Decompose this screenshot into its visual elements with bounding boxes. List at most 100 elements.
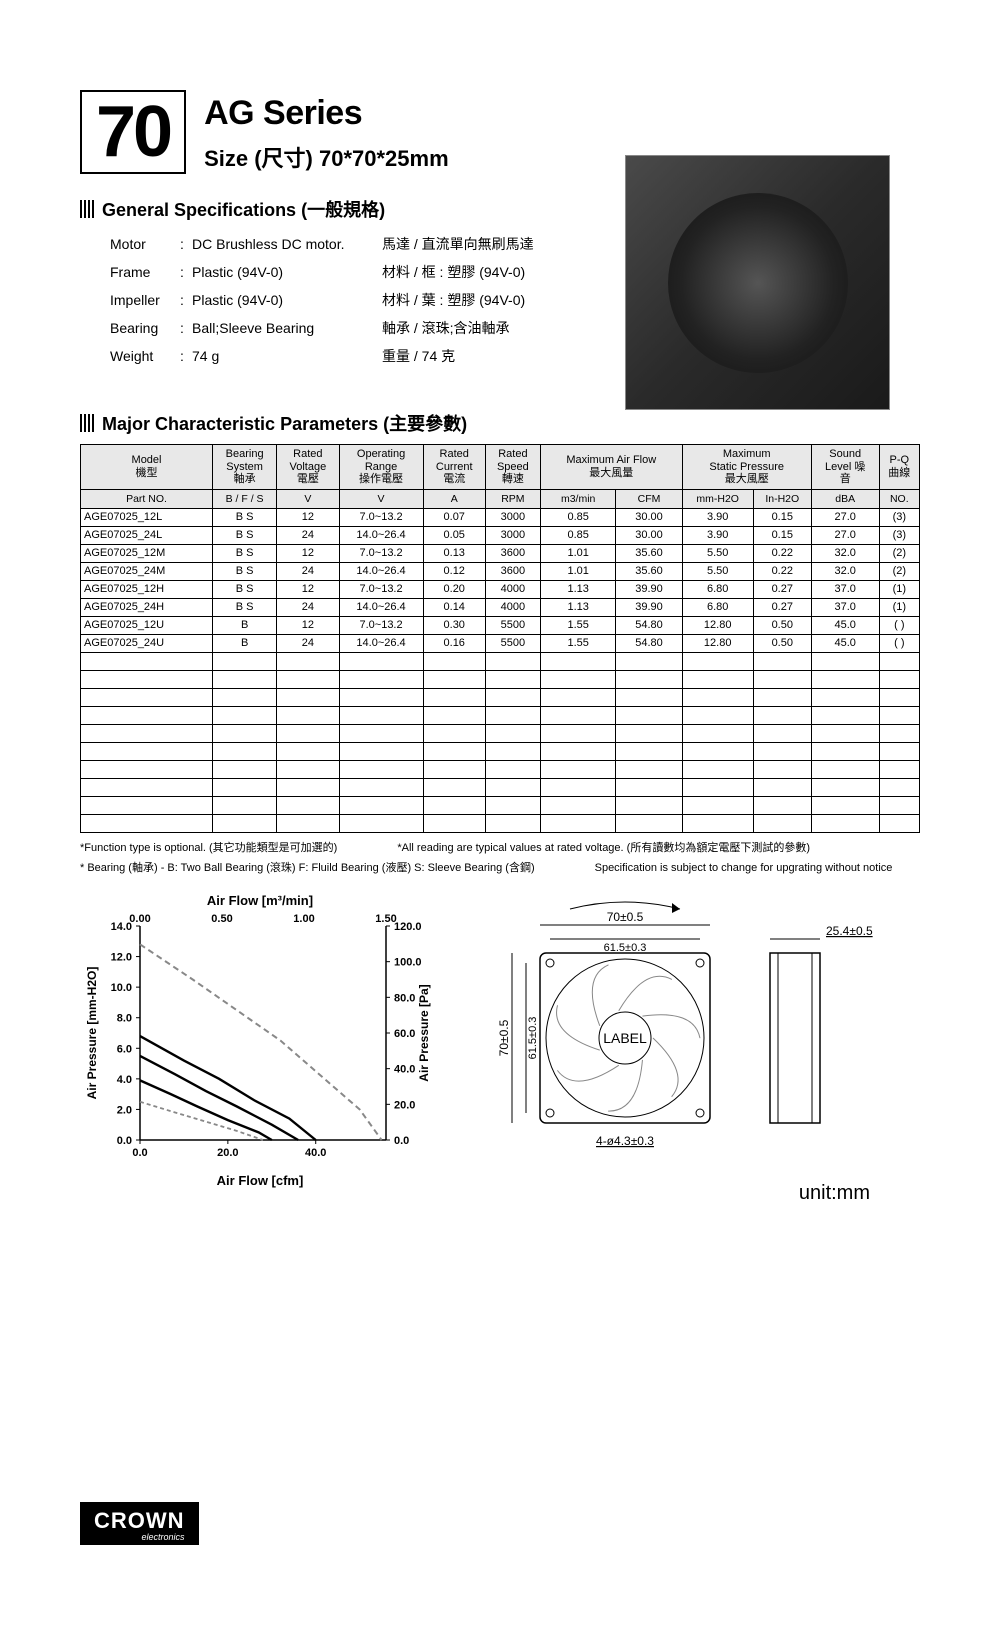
svg-text:1.50: 1.50	[375, 913, 396, 925]
unit-label: unit:mm	[470, 1182, 910, 1205]
col-header: MaximumStatic Pressure最大風壓	[682, 445, 811, 490]
svg-text:70±0.5: 70±0.5	[497, 1019, 511, 1056]
table-row: AGE07025_24MB S2414.0~26.40.1236001.0135…	[81, 562, 920, 580]
sub-header: NO.	[879, 489, 919, 508]
param-table: Model機型BearingSystem軸承RatedVoltage電壓Oper…	[80, 444, 920, 833]
svg-text:4-ø4.3±0.3: 4-ø4.3±0.3	[596, 1134, 654, 1148]
general-title-text: General Specifications (一般規格)	[102, 196, 385, 222]
series-title: AG Series	[204, 94, 449, 133]
table-row: AGE07025_12LB S127.0~13.20.0730000.8530.…	[81, 508, 920, 526]
table-row: AGE07025_24HB S2414.0~26.40.1440001.1339…	[81, 598, 920, 616]
svg-text:1.00: 1.00	[293, 913, 314, 925]
svg-text:61.5±0.3: 61.5±0.3	[527, 1016, 539, 1059]
svg-text:6.0: 6.0	[117, 1043, 132, 1055]
table-row-empty	[81, 670, 920, 688]
svg-text:Air Pressure [Pa]: Air Pressure [Pa]	[417, 984, 431, 1081]
footnote-2a: * Bearing (軸承) - B: Two Ball Bearing (滾珠…	[80, 859, 535, 879]
spec-cn: 馬達 / 直流單向無刷馬達	[382, 230, 602, 258]
table-row-empty	[81, 760, 920, 778]
svg-text:12.0: 12.0	[111, 951, 132, 963]
hatch-icon	[80, 200, 94, 218]
svg-text:20.0: 20.0	[394, 1099, 415, 1111]
spec-label: Weight	[110, 342, 180, 370]
svg-text:25.4±0.5: 25.4±0.5	[826, 924, 873, 938]
pq-chart: Air Flow [m³/min] 14.012.010.08.06.04.02…	[80, 893, 440, 1188]
col-header: RatedSpeed轉速	[485, 445, 540, 490]
spec-label: Frame	[110, 258, 180, 286]
svg-text:0.0: 0.0	[132, 1147, 147, 1159]
col-header: RatedVoltage電壓	[277, 445, 339, 490]
sub-header: RPM	[485, 489, 540, 508]
chart-title-bottom: Air Flow [cfm]	[80, 1173, 440, 1188]
svg-text:40.0: 40.0	[305, 1147, 326, 1159]
svg-text:70±0.5: 70±0.5	[607, 910, 644, 924]
spec-label: Motor	[110, 230, 180, 258]
col-header: SoundLevel 噪音	[811, 445, 879, 490]
svg-text:LABEL: LABEL	[603, 1030, 647, 1046]
spec-cn: 材料 / 葉 : 塑膠 (94V-0)	[382, 286, 602, 314]
param-title-text: Major Characteristic Parameters (主要參數)	[102, 410, 467, 436]
bottom-row: Air Flow [m³/min] 14.012.010.08.06.04.02…	[80, 893, 920, 1205]
footnote-1b: *All reading are typical values at rated…	[397, 839, 810, 859]
spec-cn: 重量 / 74 克	[382, 342, 602, 370]
svg-text:0.0: 0.0	[117, 1135, 132, 1147]
svg-text:60.0: 60.0	[394, 1028, 415, 1040]
col-header: Maximum Air Flow最大風量	[540, 445, 682, 490]
spec-value: Plastic (94V-0)	[192, 286, 382, 314]
table-row-empty	[81, 688, 920, 706]
svg-text:8.0: 8.0	[117, 1012, 132, 1024]
sub-header: m3/min	[540, 489, 616, 508]
spec-label: Impeller	[110, 286, 180, 314]
logo-main: CROWN	[94, 1508, 185, 1534]
svg-text:10.0: 10.0	[111, 982, 132, 994]
spec-value: 74 g	[192, 342, 382, 370]
sub-header: B / F / S	[213, 489, 277, 508]
col-header: P-Q曲線	[879, 445, 919, 490]
table-row-empty	[81, 796, 920, 814]
brand-logo: CROWN electronics	[80, 1502, 199, 1545]
svg-text:61.5±0.3: 61.5±0.3	[604, 942, 647, 954]
sub-header: Part NO.	[81, 489, 213, 508]
spec-value: Ball;Sleeve Bearing	[192, 314, 382, 342]
svg-text:120.0: 120.0	[394, 921, 422, 933]
sub-header: V	[277, 489, 339, 508]
param-title: Major Characteristic Parameters (主要參數)	[80, 410, 920, 436]
col-header: Model機型	[81, 445, 213, 490]
col-header: OperatingRange操作電壓	[339, 445, 423, 490]
svg-text:0.0: 0.0	[394, 1135, 409, 1147]
col-header: RatedCurrent電流	[423, 445, 485, 490]
table-row: AGE07025_24UB2414.0~26.40.1655001.5554.8…	[81, 634, 920, 652]
svg-text:4.0: 4.0	[117, 1073, 132, 1085]
svg-text:40.0: 40.0	[394, 1063, 415, 1075]
footnote-2b: Specification is subject to change for u…	[595, 859, 893, 879]
table-row-empty	[81, 742, 920, 760]
param-section: Major Characteristic Parameters (主要參數) M…	[80, 410, 920, 879]
col-header: BearingSystem軸承	[213, 445, 277, 490]
spec-cn: 軸承 / 滾珠;含油軸承	[382, 314, 602, 342]
footnotes: *Function type is optional. (其它功能類型是可加選的…	[80, 839, 920, 879]
table-row: AGE07025_12MB S127.0~13.20.1336001.0135.…	[81, 544, 920, 562]
sub-header: mm-H2O	[682, 489, 753, 508]
table-row-empty	[81, 706, 920, 724]
svg-text:100.0: 100.0	[394, 956, 422, 968]
table-row-empty	[81, 724, 920, 742]
sub-header: CFM	[616, 489, 682, 508]
table-row-empty	[81, 814, 920, 832]
sub-header: V	[339, 489, 423, 508]
spec-label: Bearing	[110, 314, 180, 342]
hatch-icon	[80, 414, 94, 432]
svg-text:0.00: 0.00	[129, 913, 150, 925]
chart-title-top: Air Flow [m³/min]	[80, 893, 440, 908]
table-row-empty	[81, 778, 920, 796]
svg-text:0.50: 0.50	[211, 913, 232, 925]
size-line: Size (尺寸) 70*70*25mm	[204, 141, 449, 173]
table-row: AGE07025_12UB127.0~13.20.3055001.5554.80…	[81, 616, 920, 634]
model-number: 70	[80, 90, 186, 174]
sub-header: dBA	[811, 489, 879, 508]
table-row-empty	[81, 652, 920, 670]
footnote-1a: *Function type is optional. (其它功能類型是可加選的…	[80, 839, 337, 859]
sub-header: A	[423, 489, 485, 508]
product-image	[625, 155, 890, 410]
spec-value: DC Brushless DC motor.	[192, 230, 382, 258]
spec-value: Plastic (94V-0)	[192, 258, 382, 286]
